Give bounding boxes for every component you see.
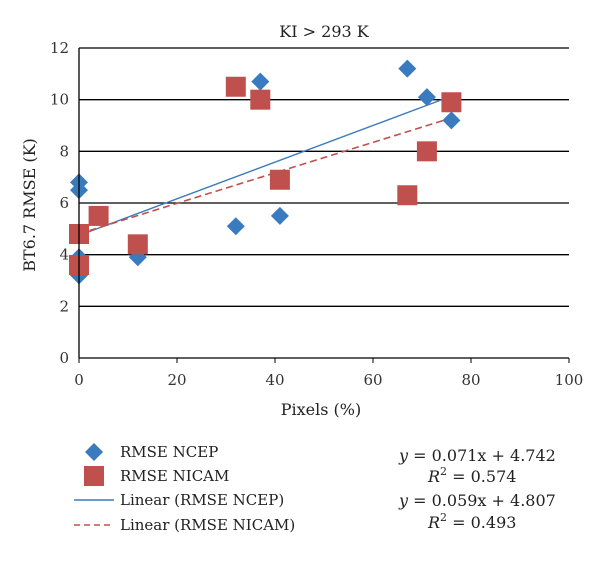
- x-tick-label: 20: [167, 371, 186, 389]
- equation-ncep-rest: = 0.071x + 4.742: [408, 446, 556, 465]
- ncep-point: [398, 59, 417, 78]
- y-tick-label: 0: [59, 349, 69, 367]
- x-tick-label: 60: [363, 371, 382, 389]
- legend-nicam-label: RMSE NICAM: [120, 467, 229, 485]
- y-tick-label: 6: [59, 194, 69, 212]
- nicam-point: [250, 89, 271, 110]
- r2-nicam: R2 = 0.493: [427, 511, 516, 532]
- gridlines: [79, 47, 569, 307]
- nicam-point: [88, 205, 109, 226]
- y-tick-label: 4: [59, 246, 69, 264]
- r2-ncep-r: R: [427, 467, 440, 486]
- r2-nicam-value: = 0.493: [447, 513, 516, 532]
- x-tick-label: 100: [555, 371, 584, 389]
- legend-ncep: RMSE NCEP: [85, 443, 218, 461]
- ncep-point: [442, 111, 461, 130]
- legend: RMSE NCEP RMSE NICAM Linear (RMSE NCEP) Lin…: [74, 443, 295, 534]
- y-axis-label: BT6.7 RMSE (K): [20, 138, 39, 272]
- trendline-nicam: [78, 117, 452, 235]
- axes: 0 2 4 6 8 10 12 0 20 40 60 80 100: [50, 39, 583, 389]
- x-tick-label: 40: [265, 371, 284, 389]
- legend-linear-ncep: Linear (RMSE NCEP): [74, 491, 284, 509]
- legend-nicam-marker: [84, 466, 104, 486]
- chart-title: KI > 293 K: [279, 22, 369, 41]
- y-tick-label: 12: [50, 39, 69, 57]
- ncep-point: [270, 206, 289, 225]
- x-axis-label: Pixels (%): [281, 400, 361, 419]
- y-tick-label: 2: [59, 297, 69, 315]
- legend-nicam: RMSE NICAM: [84, 466, 229, 486]
- nicam-point: [225, 76, 246, 97]
- legend-ncep-label: RMSE NCEP: [120, 443, 218, 461]
- trendline-equations: y = 0.071x + 4.742 R2 = 0.574 y = 0.059x…: [398, 446, 556, 532]
- r2-nicam-sup: 2: [440, 511, 447, 524]
- y-tick-label: 8: [59, 142, 69, 160]
- ncep-point: [226, 217, 245, 236]
- equation-nicam-y: y: [398, 491, 409, 510]
- data-points: [69, 59, 462, 285]
- equation-ncep: y = 0.071x + 4.742: [398, 446, 556, 465]
- legend-linear-ncep-label: Linear (RMSE NCEP): [120, 491, 284, 509]
- r2-ncep-value: = 0.574: [447, 467, 516, 486]
- equation-nicam-rest: = 0.059x + 4.807: [408, 491, 556, 510]
- nicam-point: [397, 185, 418, 206]
- nicam-point: [416, 141, 437, 162]
- equation-nicam: y = 0.059x + 4.807: [398, 491, 556, 510]
- trendlines: [78, 95, 452, 237]
- ncep-point: [251, 72, 270, 91]
- r2-ncep: R2 = 0.574: [427, 465, 516, 486]
- equation-ncep-y: y: [398, 446, 409, 465]
- x-tick-label: 80: [461, 371, 480, 389]
- x-tick-label: 0: [74, 371, 84, 389]
- ncep-point: [417, 88, 436, 107]
- trendline-ncep: [78, 95, 452, 237]
- r2-nicam-r: R: [427, 513, 440, 532]
- legend-ncep-marker: [85, 443, 103, 461]
- legend-linear-nicam-label: Linear (RMSE NICAM): [120, 516, 295, 534]
- y-tick-label: 10: [50, 91, 69, 109]
- nicam-point: [269, 169, 290, 190]
- nicam-point: [441, 92, 462, 113]
- legend-linear-nicam: Linear (RMSE NICAM): [74, 516, 295, 534]
- nicam-point: [127, 234, 148, 255]
- r2-ncep-sup: 2: [440, 465, 447, 478]
